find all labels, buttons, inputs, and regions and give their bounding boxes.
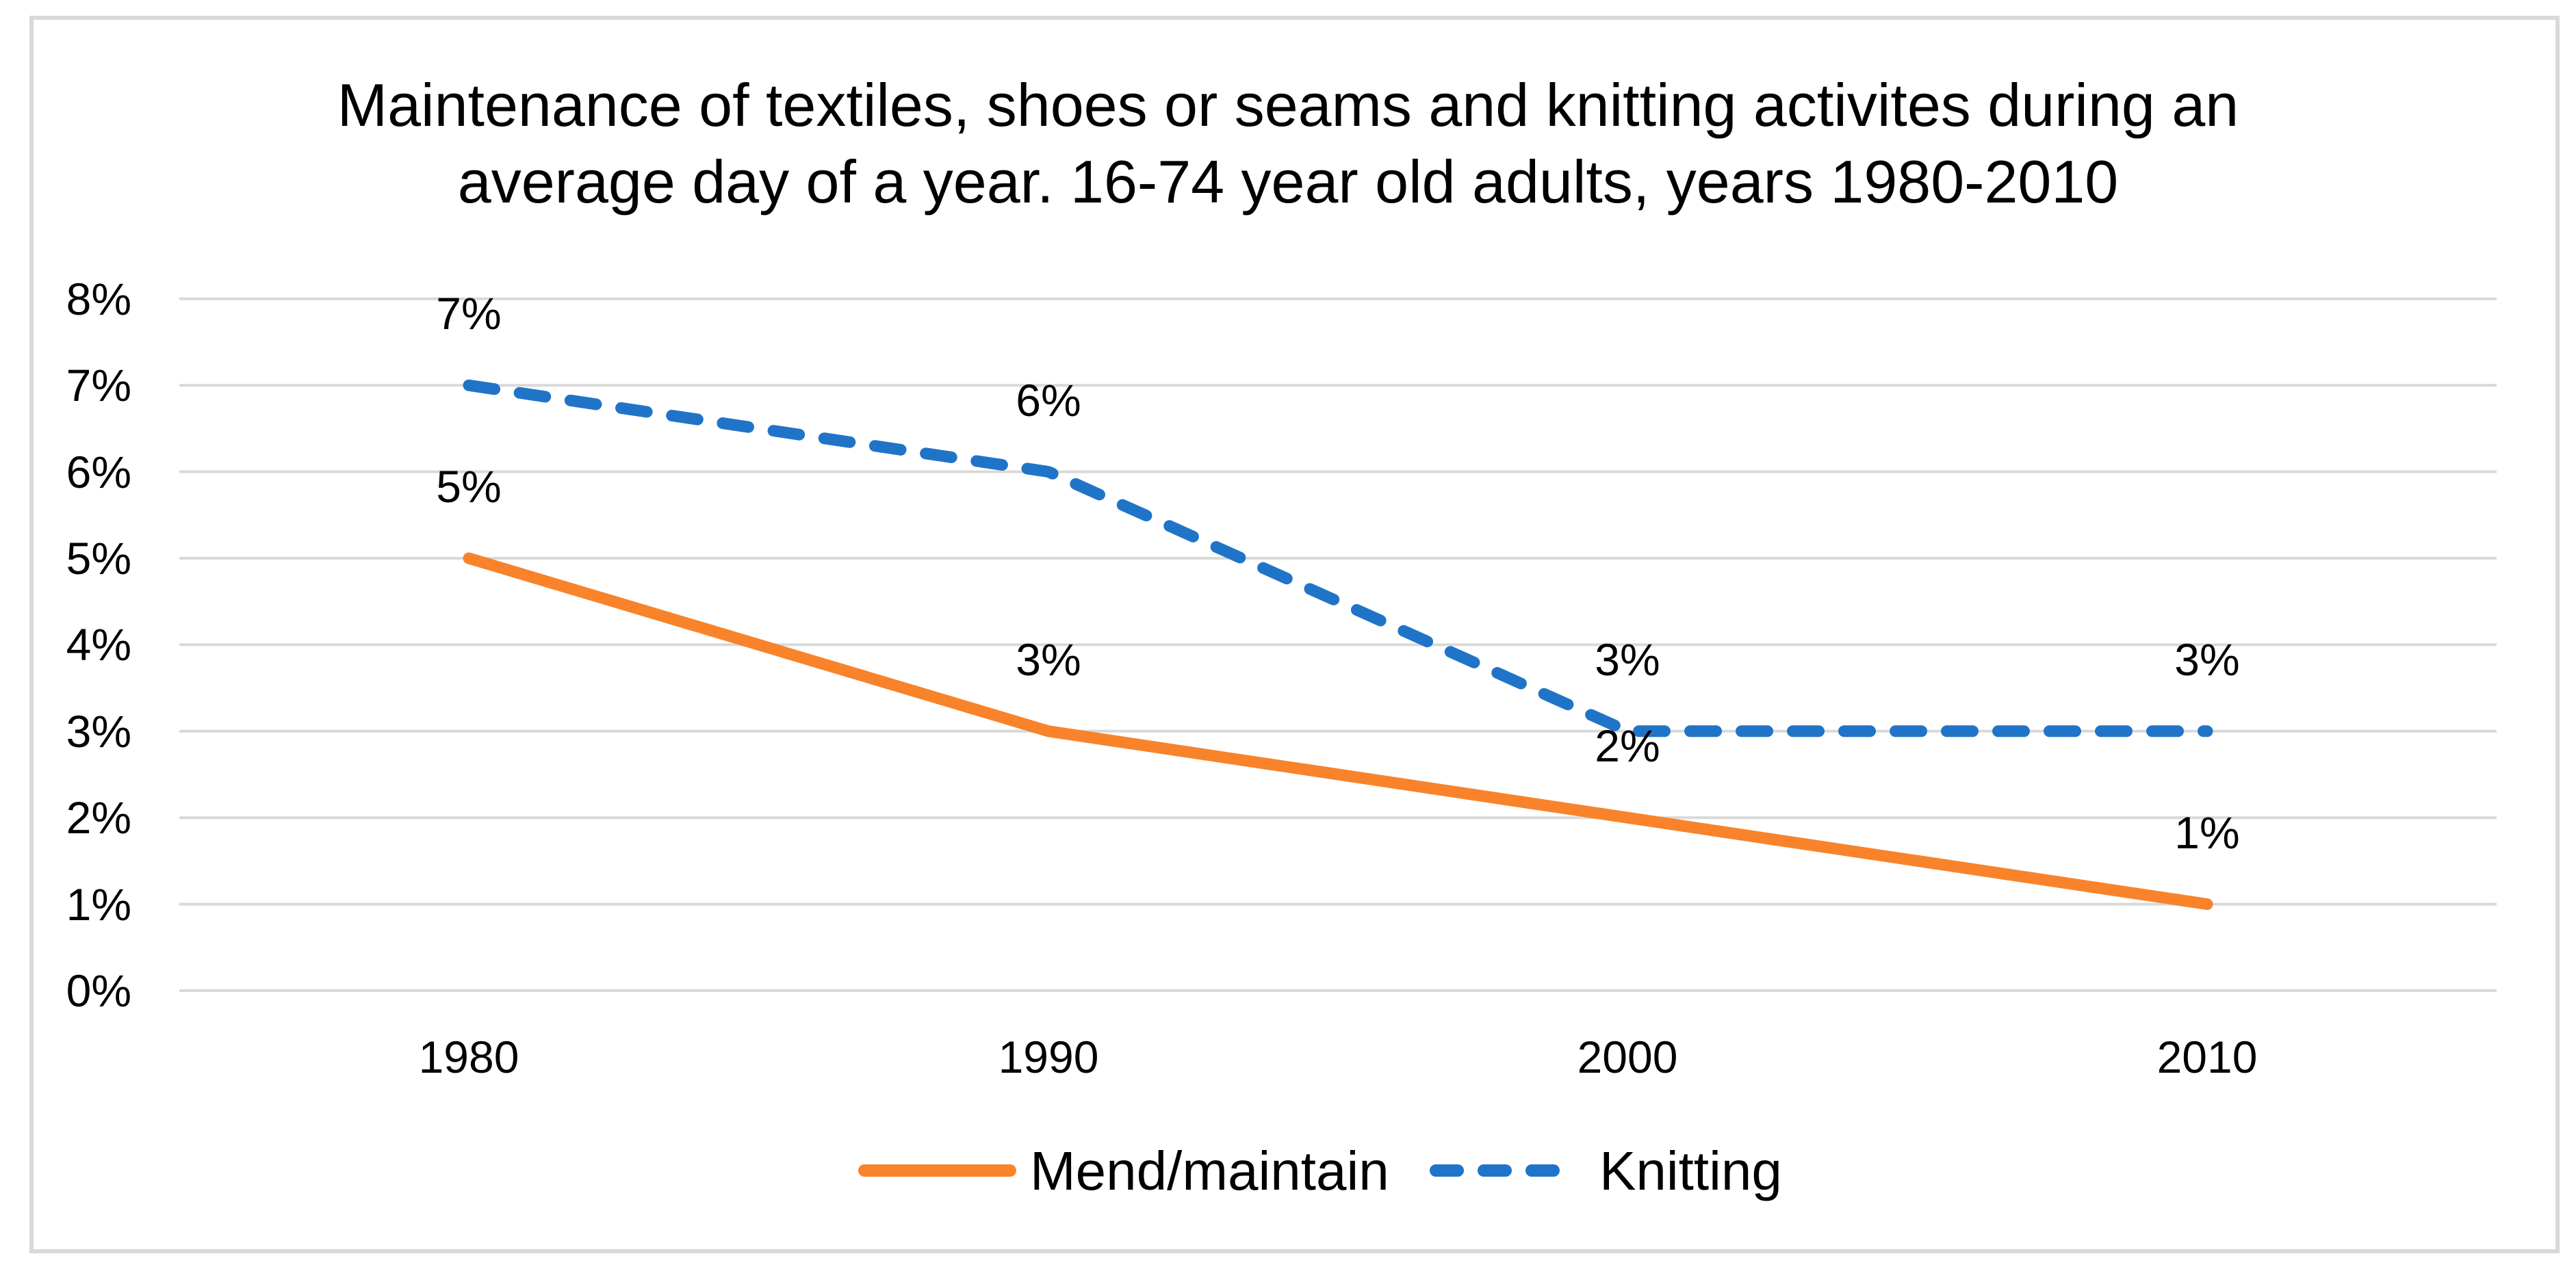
series-lines bbox=[463, 379, 2213, 911]
data-label-knitting: 3% bbox=[1595, 634, 1660, 685]
knitting-legend-swatch bbox=[1430, 1164, 1581, 1177]
y-axis-label: 3% bbox=[66, 705, 131, 757]
x-axis-tick-label: 2000 bbox=[1577, 1032, 1678, 1082]
data-label-mend-maintain: 5% bbox=[436, 461, 502, 512]
data-label-mend-maintain: 1% bbox=[2174, 807, 2240, 858]
y-axis-label: 0% bbox=[66, 965, 131, 1016]
knitting-legend-label: Knitting bbox=[1599, 1140, 1782, 1201]
x-axis-tick-label: 2010 bbox=[2156, 1032, 2258, 1082]
y-axis-label: 4% bbox=[66, 619, 131, 670]
data-label-mend-maintain: 2% bbox=[1595, 720, 1660, 772]
mend-maintain-legend-label: Mend/maintain bbox=[1030, 1140, 1389, 1201]
mend-maintain-line bbox=[463, 552, 2213, 911]
data-label-knitting: 7% bbox=[436, 288, 502, 339]
y-axis-label: 7% bbox=[66, 360, 131, 411]
y-axis-label: 1% bbox=[66, 878, 131, 930]
chart-title-line-2: average day of a year. 16-74 year old ad… bbox=[457, 148, 2119, 215]
y-axis-label: 6% bbox=[66, 446, 131, 497]
chart-title: Maintenance of textiles, shoes or seams … bbox=[0, 67, 2576, 220]
mend-maintain-legend-swatch bbox=[858, 1164, 1016, 1177]
y-axis-label: 5% bbox=[66, 533, 131, 584]
chart-outer-border bbox=[29, 16, 2560, 1253]
chart-title-line-1: Maintenance of textiles, shoes or seams … bbox=[337, 71, 2239, 139]
knitting-line bbox=[463, 379, 2213, 737]
y-axis-label: 2% bbox=[66, 792, 131, 844]
x-axis-tick-label: 1980 bbox=[418, 1032, 519, 1082]
x-axis-tick-label: 1990 bbox=[998, 1032, 1099, 1082]
data-label-knitting: 3% bbox=[2174, 634, 2240, 685]
y-axis-label: 8% bbox=[66, 273, 131, 324]
data-label-knitting: 6% bbox=[1016, 374, 1081, 426]
data-label-mend-maintain: 3% bbox=[1016, 634, 1081, 685]
